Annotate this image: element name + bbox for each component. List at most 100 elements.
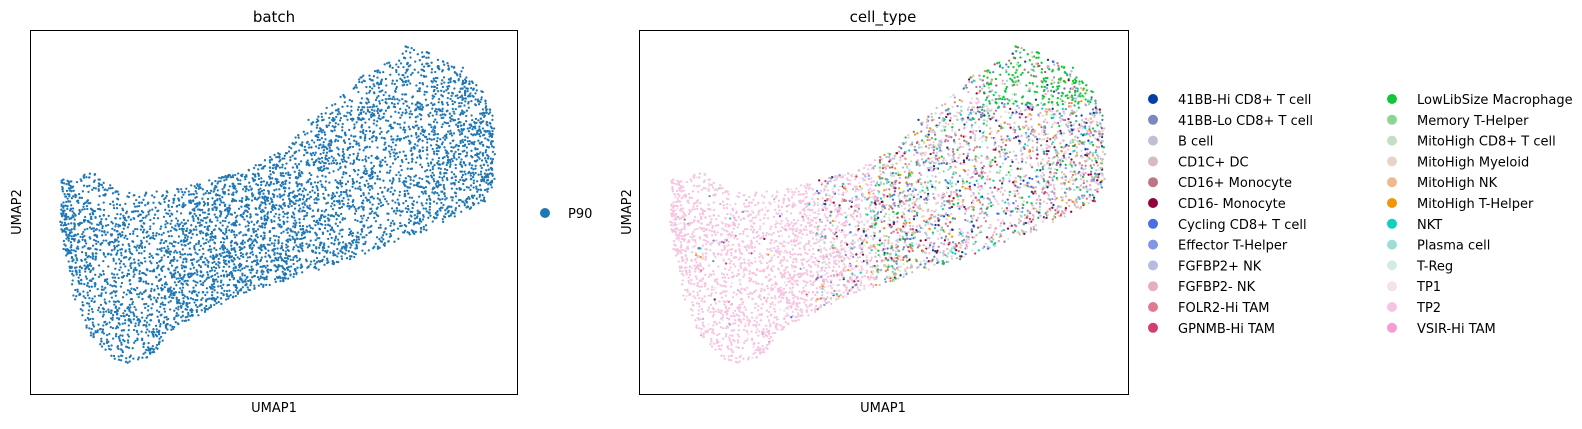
batch-point [399,62,403,65]
batch-point [126,339,130,342]
batch-point [363,139,366,142]
batch-point [369,225,372,228]
batch-point [153,296,156,299]
batch-point [162,241,166,245]
batch-point [455,158,458,161]
batch-point [83,201,86,205]
batch-point [176,187,179,191]
batch-point [232,221,235,225]
batch-point [368,91,371,94]
batch-point [163,285,166,289]
batch-point [482,163,486,166]
batch-point [297,163,301,166]
batch-point [261,222,264,225]
batch-point [362,110,365,114]
batch-point [297,134,300,137]
batch-point [233,233,236,236]
batch-point [404,112,407,115]
batch-point [472,173,475,176]
batch-point [359,111,362,114]
batch-point [92,267,95,270]
batch-point [164,226,167,229]
batch-point [274,212,277,216]
batch-point [81,314,84,317]
batch-point [266,196,270,199]
batch-point [118,323,121,326]
batch-point [235,234,238,237]
batch-point [443,167,447,171]
batch-point [130,287,133,290]
batch-point [409,214,412,217]
batch-point [77,281,81,284]
batch-point [442,215,446,218]
batch-point [159,287,163,290]
batch-point [115,230,119,233]
batch-point [230,239,234,243]
batch-point [119,359,123,362]
batch-point [480,96,483,99]
batch-point [219,247,222,250]
batch-point [219,221,222,224]
batch-point [452,80,455,83]
batch-point [114,267,117,270]
batch-point [322,244,326,247]
batch-point [250,188,253,191]
batch-point [434,182,438,186]
batch-point [97,240,100,244]
batch-point [60,179,63,182]
batch-point [441,60,445,63]
batch-point [62,239,66,243]
batch-point [66,205,69,208]
batch-point [247,168,250,172]
batch-point [473,159,477,163]
batch-point [348,207,351,210]
batch-point [382,238,385,241]
batch-point [280,259,284,262]
batch-point [327,144,330,147]
batch-point [145,231,148,234]
batch-point [340,136,343,139]
batch-point [127,258,131,261]
batch-point [396,155,400,159]
batch-point [399,174,402,177]
batch-point [205,304,208,308]
batch-point [246,256,250,259]
batch-point [164,326,168,329]
batch-point [333,253,336,256]
batch-point [344,191,347,194]
batch-point [282,215,285,218]
batch-point [175,284,178,287]
batch-point [295,195,298,198]
batch-point [60,203,63,206]
batch-point [221,251,224,255]
batch-point [130,291,133,295]
batch-point [320,112,323,116]
batch-point [156,248,159,251]
batch-point [461,138,464,142]
batch-point [324,156,327,160]
batch-point [218,252,221,256]
batch-point [150,262,153,265]
batch-point [226,225,229,228]
batch-point [275,188,278,191]
batch-point [307,265,310,268]
batch-point [461,178,465,182]
batch-point [383,197,387,201]
batch-point [203,211,207,214]
batch-point [277,236,281,239]
batch-point [254,230,258,233]
batch-point [186,283,189,287]
batch-point [388,171,391,174]
batch-point [479,170,483,173]
batch-point [451,91,454,95]
batch-point [88,172,92,175]
batch-point [315,120,318,124]
batch-point [197,239,201,243]
batch-point [388,97,392,100]
batch-point [106,282,109,286]
batch-point [328,171,331,175]
batch-point [393,98,396,101]
batch-point [247,224,250,227]
batch-point [407,208,410,211]
batch-point [251,276,254,279]
